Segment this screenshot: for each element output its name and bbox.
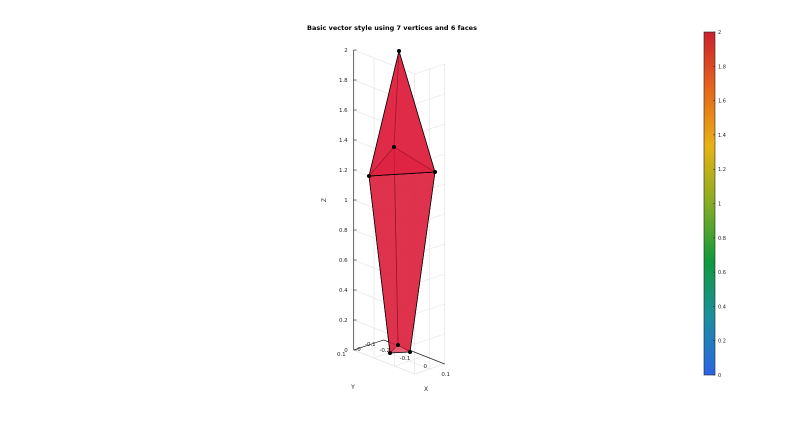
z-tick-label: 2 xyxy=(344,48,348,54)
z-tick-label: 1.8 xyxy=(339,78,348,84)
y-axis-label: Y xyxy=(350,384,355,391)
z-axis-label: Z xyxy=(321,198,328,202)
vertex-marker xyxy=(388,351,392,355)
z-tick-label: 0 xyxy=(344,348,348,354)
z-tick-label: 1.6 xyxy=(339,108,348,114)
grid-line-y xyxy=(353,349,415,375)
colorbar-tick-label: 0.2 xyxy=(718,339,726,345)
vertex-marker xyxy=(396,343,400,347)
z-tick-label: 0.2 xyxy=(339,318,348,324)
colorbar-tick-label: 1.2 xyxy=(718,167,726,173)
y-tick-label: -0.1 xyxy=(365,342,376,348)
z-tick-label: 1.2 xyxy=(339,168,348,174)
axes: 00.20.40.60.811.21.41.61.82-0.2-0.100.1-… xyxy=(321,48,450,393)
x-tick-label: -0.2 xyxy=(379,348,390,354)
colorbar-tick-label: 2 xyxy=(718,30,721,36)
x-tick-label: 0.1 xyxy=(441,372,450,378)
colorbar-tick-label: 1.8 xyxy=(718,64,726,70)
vertex-marker xyxy=(433,170,437,174)
colorbar-tick-label: 0.8 xyxy=(718,236,726,242)
colorbar-tick-label: 1 xyxy=(718,202,721,208)
vector-patch xyxy=(367,49,437,355)
colorbar-tick-label: 0.4 xyxy=(718,304,726,310)
z-tick-label: 0.8 xyxy=(339,228,348,234)
head-face xyxy=(368,50,436,177)
x-tick-label: 0 xyxy=(424,364,428,370)
vertex-marker xyxy=(392,145,396,149)
colorbar-tick-label: 0 xyxy=(718,373,721,379)
vertex-marker xyxy=(397,49,401,53)
z-tick-label: 0.4 xyxy=(339,288,348,294)
colorbar: 0 0.2 0.4 0.6 0.8 1 1.2 1.4 1.6 1.8 2 xyxy=(703,30,726,379)
vertex-marker xyxy=(367,174,371,178)
z-tick-label: 0.6 xyxy=(339,258,348,264)
z-tick-label: 1.4 xyxy=(339,138,348,144)
grid-line-y xyxy=(368,344,430,370)
shaft-face xyxy=(368,171,436,354)
z-tick-label: 1 xyxy=(344,198,348,204)
grid-line-z xyxy=(353,49,415,75)
x-tick-label: -0.1 xyxy=(400,356,411,362)
vertex-marker xyxy=(408,350,412,354)
y-tick-label: 0.1 xyxy=(337,352,346,358)
y-axis-line xyxy=(353,339,384,351)
x-axis-label: X xyxy=(424,386,428,393)
colorbar-tick-label: 0.6 xyxy=(718,270,726,276)
chart-title: Basic vector style using 7 vertices and … xyxy=(307,24,477,32)
colorbar-tick-label: 1.6 xyxy=(718,99,726,105)
colorbar-tick-label: 1.4 xyxy=(718,133,726,139)
y-tick-label: 0 xyxy=(357,347,361,353)
